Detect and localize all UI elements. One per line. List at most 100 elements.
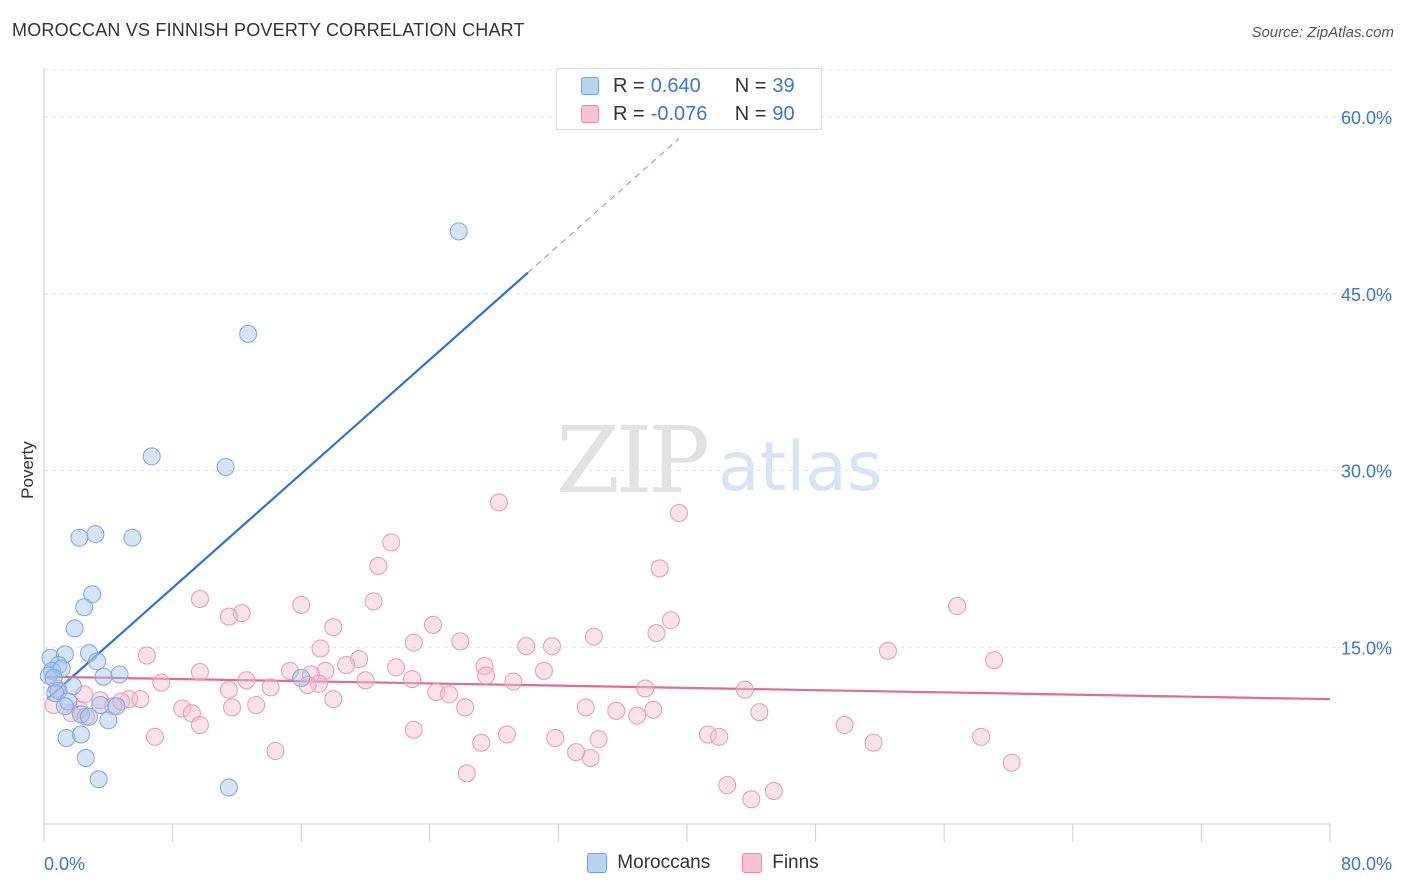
- finn-point: [644, 700, 663, 719]
- moroccans-trend-extension: [527, 138, 680, 274]
- n-label: N =: [734, 74, 767, 97]
- finn-point: [985, 651, 1004, 670]
- moroccan-point: [65, 619, 84, 638]
- finn-point: [650, 559, 669, 578]
- finn-point: [424, 615, 443, 634]
- grid-lines: [44, 69, 1392, 648]
- moroccan-point: [80, 707, 99, 726]
- finn-point: [152, 673, 171, 692]
- r-value: 0.640: [650, 74, 701, 97]
- finn-point: [636, 679, 655, 698]
- finn-point: [472, 733, 491, 752]
- finn-point: [534, 661, 553, 680]
- finn-point: [364, 592, 383, 611]
- finn-point: [647, 624, 666, 643]
- finn-point: [298, 675, 317, 694]
- moroccan-point: [94, 667, 113, 686]
- y-tick-label: 15.0%: [1341, 638, 1392, 658]
- finns-trend-line: [47, 675, 1331, 701]
- legend-row-finns: R = -0.076 N = 90: [581, 100, 795, 128]
- moroccans-trend-line: [46, 271, 529, 700]
- finn-point: [972, 727, 991, 746]
- moroccan-point: [88, 652, 107, 671]
- finn-point: [356, 671, 375, 690]
- finn-point: [698, 725, 717, 744]
- legend-swatch-finns: [581, 105, 599, 123]
- finn-point: [223, 698, 242, 717]
- n-value: 39: [772, 74, 795, 97]
- finn-point: [589, 730, 608, 749]
- finn-point: [190, 716, 209, 735]
- n-value: 90: [772, 102, 795, 125]
- moroccan-point: [83, 585, 102, 604]
- finn-point: [451, 632, 470, 651]
- legend-row-moroccans: R = 0.640 N = 39: [581, 72, 795, 100]
- finn-point: [735, 680, 754, 699]
- finn-point: [137, 646, 156, 665]
- finn-point: [337, 655, 356, 674]
- moroccan-point: [76, 749, 95, 768]
- finn-point: [369, 556, 388, 575]
- moroccan-point: [142, 447, 161, 466]
- finn-point: [62, 704, 81, 723]
- finn-point: [404, 633, 423, 652]
- finn-point: [292, 595, 311, 614]
- watermark-atlas: atlas: [718, 428, 882, 507]
- finn-point: [261, 678, 280, 697]
- legend-item-moroccans[interactable]: Moroccans: [587, 852, 710, 874]
- finn-point: [247, 696, 266, 715]
- finn-point: [219, 680, 238, 699]
- finn-point: [382, 533, 401, 552]
- r-label: R =: [613, 102, 645, 125]
- y-tick-label: 60.0%: [1341, 108, 1392, 128]
- moroccans-points: [39, 222, 468, 797]
- legend-label-finns: Finns: [772, 852, 819, 873]
- finn-point: [628, 706, 647, 725]
- watermark: ZIP atlas: [556, 407, 882, 514]
- finn-point: [403, 670, 422, 689]
- moroccan-point: [292, 668, 311, 687]
- legend-swatch-moroccans: [581, 77, 599, 95]
- moroccan-point: [46, 684, 65, 703]
- finn-point: [457, 764, 476, 783]
- finn-point: [864, 733, 883, 752]
- legend-swatch-finns: [742, 853, 763, 873]
- finn-point: [280, 661, 299, 680]
- trend-lines: [46, 138, 1331, 701]
- series-legend: Moroccans Finns: [0, 852, 1406, 874]
- finn-point: [878, 641, 897, 660]
- finn-point: [546, 728, 565, 747]
- finn-point: [750, 703, 769, 722]
- watermark-zip: ZIP: [556, 407, 707, 514]
- finn-point: [542, 637, 561, 656]
- finn-point: [190, 589, 209, 608]
- finn-point: [764, 782, 783, 801]
- chart-title: MOROCCAN VS FINNISH POVERTY CORRELATION …: [12, 20, 525, 40]
- legend-item-finns[interactable]: Finns: [742, 852, 819, 874]
- y-tick-labels: 15.0% 30.0% 45.0% 60.0%: [1341, 108, 1392, 658]
- finn-point: [497, 725, 516, 744]
- moroccan-point: [70, 528, 89, 547]
- finn-point: [607, 701, 626, 720]
- finn-point: [237, 671, 256, 690]
- x-tick-label: 0.0%: [44, 854, 85, 874]
- correlation-legend: R = 0.640 N = 39 R = -0.076 N = 90: [556, 68, 822, 130]
- finn-point: [387, 658, 406, 677]
- moroccan-point: [449, 222, 468, 241]
- finn-point: [710, 727, 729, 746]
- finn-point: [584, 627, 603, 646]
- finn-point: [131, 690, 150, 709]
- finn-point: [266, 741, 285, 760]
- source-credit: Source: ZipAtlas.com: [1251, 24, 1394, 41]
- finn-point: [475, 657, 494, 676]
- finn-point: [173, 699, 192, 718]
- moroccan-point: [39, 666, 58, 685]
- axes: [43, 68, 1331, 842]
- finn-point: [948, 597, 967, 616]
- finn-point: [219, 607, 238, 626]
- moroccan-point: [57, 728, 76, 747]
- finn-point: [576, 698, 595, 717]
- finn-point: [504, 672, 523, 691]
- moroccan-point: [123, 528, 142, 547]
